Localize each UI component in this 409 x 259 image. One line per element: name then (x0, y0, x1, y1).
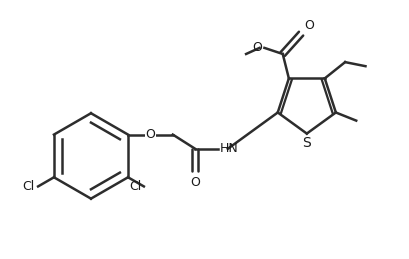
Text: HN: HN (219, 142, 238, 155)
Text: O: O (145, 128, 155, 141)
Text: Cl: Cl (129, 180, 142, 193)
Text: O: O (252, 41, 262, 54)
Text: O: O (190, 176, 200, 189)
Text: Cl: Cl (22, 180, 34, 193)
Text: S: S (302, 136, 310, 150)
Text: O: O (303, 19, 313, 32)
